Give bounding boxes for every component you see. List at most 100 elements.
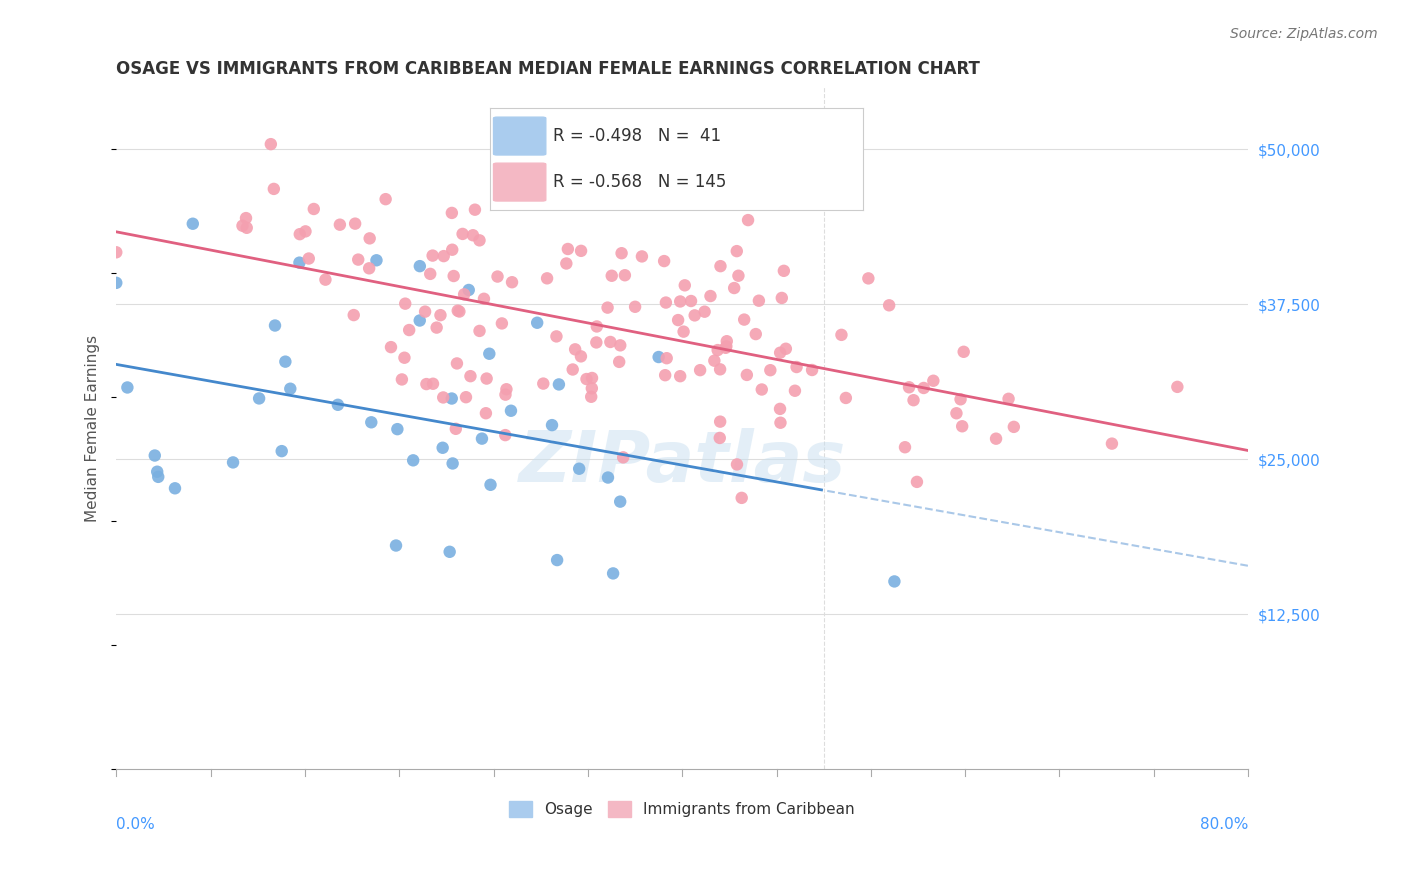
Point (666, 313, 689, 327)
Point (731, 491, 754, 505)
Point (610, 246, 633, 260)
Point (478, 347, 501, 361)
Point (725, 244, 748, 259)
Point (486, 269, 509, 284)
Point (461, 228, 484, 243)
Point (775, 342, 797, 356)
Point (997, 392, 1019, 406)
Point (457, 283, 479, 297)
Point (602, 566, 624, 581)
Point (270, 444, 292, 458)
Point (531, 376, 554, 391)
Y-axis label: Median Female Earnings: Median Female Earnings (86, 334, 100, 522)
Point (402, 453, 425, 467)
Point (163, 481, 186, 495)
Point (444, 422, 467, 436)
Point (181, 217, 204, 231)
Point (499, 403, 522, 417)
Point (631, 249, 654, 263)
Point (298, 252, 321, 266)
Point (568, 461, 591, 475)
Point (548, 377, 571, 392)
Point (380, 340, 402, 354)
Point (344, 217, 367, 231)
Point (288, 227, 311, 242)
Point (555, 185, 578, 199)
Point (783, 384, 806, 398)
Point (441, 457, 464, 471)
Point (733, 312, 755, 326)
Point (706, 343, 728, 357)
Point (689, 363, 711, 377)
Point (1002, 420, 1025, 434)
Point (366, 253, 388, 268)
Point (709, 431, 731, 445)
Point (495, 387, 517, 401)
Point (745, 327, 768, 342)
Point (546, 553, 568, 567)
Point (329, 218, 352, 232)
Point (117, 380, 139, 394)
Point (569, 244, 592, 258)
Point (585, 319, 607, 334)
Point (652, 254, 675, 268)
Point (387, 422, 409, 436)
Point (419, 267, 441, 281)
Point (599, 334, 621, 349)
Point (579, 390, 602, 404)
Point (699, 289, 721, 303)
Point (683, 309, 706, 323)
Point (600, 268, 623, 283)
Point (468, 233, 491, 247)
Point (413, 304, 436, 318)
Point (655, 295, 678, 310)
Point (447, 303, 470, 318)
Point (613, 268, 636, 283)
Point (905, 475, 928, 489)
Point (105, 276, 128, 290)
Point (612, 450, 634, 465)
Point (464, 202, 486, 217)
Point (751, 383, 773, 397)
Point (581, 381, 603, 395)
Point (786, 359, 808, 374)
Point (624, 300, 647, 314)
Point (443, 268, 465, 283)
Point (564, 343, 586, 357)
Point (359, 231, 381, 245)
Point (655, 351, 678, 366)
Text: Source: ZipAtlas.com: Source: ZipAtlas.com (1230, 27, 1378, 41)
Point (472, 292, 495, 306)
Point (703, 353, 725, 368)
Point (609, 494, 631, 508)
Text: 80.0%: 80.0% (1199, 817, 1249, 832)
Point (449, 304, 471, 318)
Point (398, 323, 420, 337)
Point (394, 351, 416, 365)
Point (561, 362, 583, 376)
Point (475, 406, 498, 420)
Point (394, 296, 416, 310)
Point (727, 268, 749, 283)
Point (422, 376, 444, 391)
Point (950, 419, 973, 434)
Point (596, 470, 619, 484)
Point (585, 335, 607, 350)
Point (546, 329, 568, 343)
Point (709, 362, 731, 376)
Point (716, 334, 738, 349)
Point (673, 278, 696, 293)
Point (609, 338, 631, 352)
Text: ZIPatlas: ZIPatlas (519, 428, 846, 497)
Point (575, 372, 598, 386)
Point (475, 371, 498, 385)
Point (669, 294, 692, 309)
Point (770, 291, 793, 305)
Point (773, 264, 796, 278)
Point (1166, 380, 1188, 394)
Point (385, 539, 408, 553)
Text: 0.0%: 0.0% (117, 817, 155, 832)
Point (555, 256, 578, 270)
Point (143, 449, 166, 463)
Point (479, 478, 502, 492)
